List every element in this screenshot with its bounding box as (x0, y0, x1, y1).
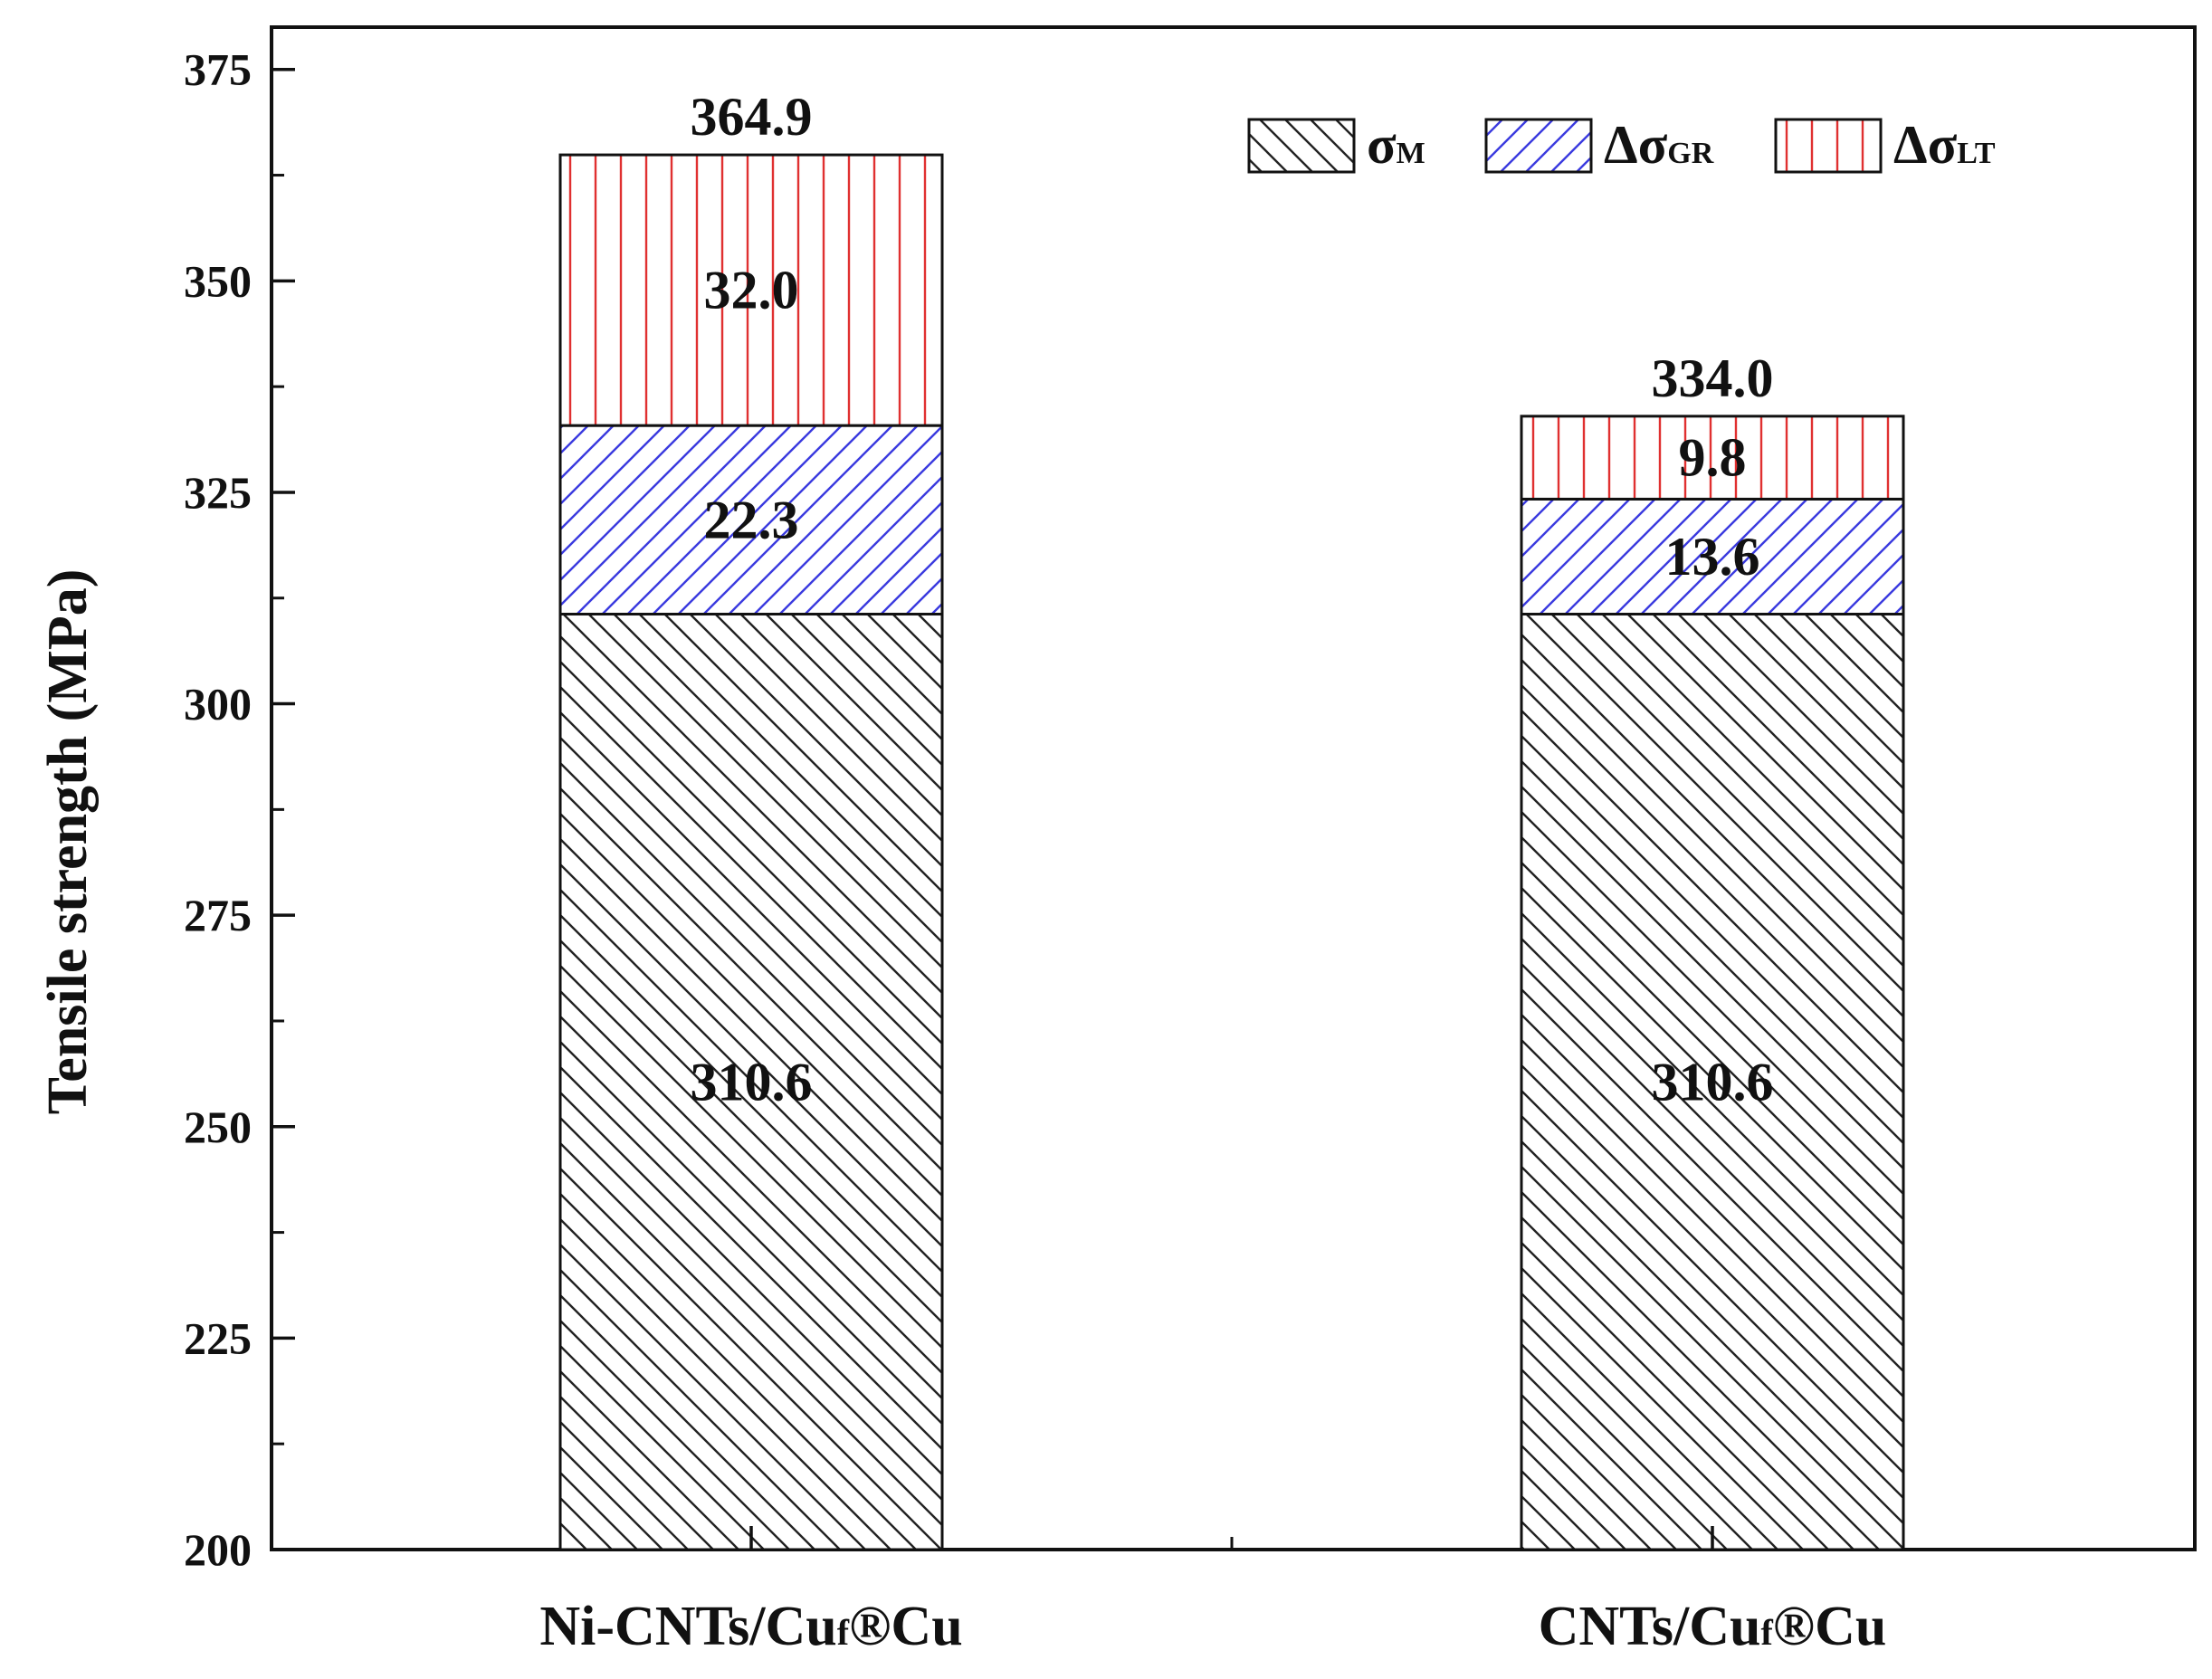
bar-segment (558, 424, 944, 616)
bars (558, 153, 1905, 1551)
legend-label: ΔσLT (1893, 115, 1996, 175)
segment-value-label: 9.8 (1679, 428, 1747, 488)
x-axis: Ni-CNTs/Cuf®Cu CNTs/Cuf®Cu (539, 1526, 1886, 1657)
bar-segment (558, 153, 944, 427)
legend-swatch (1774, 118, 1883, 174)
y-tick-label: 200 (184, 1524, 252, 1575)
bar-segment (1520, 415, 1905, 501)
y-tick-label: 250 (184, 1102, 252, 1152)
legend-label: ΔσGR (1604, 115, 1714, 175)
legend-swatch (1484, 118, 1593, 174)
y-axis: 200 225 250 275 300 325 350 375 (184, 44, 295, 1575)
segment-value-label: 310.6 (1652, 1052, 1774, 1111)
y-axis-title: Tensile strength (MPa) (37, 569, 99, 1115)
bar-total-label: 334.0 (1652, 348, 1774, 408)
y-tick-label: 350 (184, 255, 252, 306)
y-tick-label: 300 (184, 679, 252, 730)
y-tick-label: 225 (184, 1312, 252, 1363)
segment-value-label: 13.6 (1665, 527, 1760, 587)
bar-segment (1520, 497, 1905, 616)
bar-total-label: 364.9 (691, 87, 813, 147)
segment-value-label: 310.6 (691, 1052, 813, 1111)
x-category-label: CNTs/Cuf®Cu (1539, 1596, 1887, 1657)
y-tick-label: 375 (184, 44, 252, 95)
legend-swatch (1247, 118, 1356, 174)
y-tick-label: 275 (184, 890, 252, 940)
bar-segment (1520, 613, 1905, 1551)
legend: σM ΔσGR ΔσLT (1247, 115, 1996, 175)
data-labels: 310.6 22.3 32.0 364.9 310.6 13.6 9.8 334.0 (691, 87, 1774, 1111)
y-tick-label: 325 (184, 467, 252, 518)
segment-value-label: 22.3 (704, 490, 799, 549)
x-category-label: Ni-CNTs/Cuf®Cu (539, 1596, 962, 1657)
legend-label: σM (1367, 115, 1425, 175)
segment-value-label: 32.0 (704, 261, 799, 320)
